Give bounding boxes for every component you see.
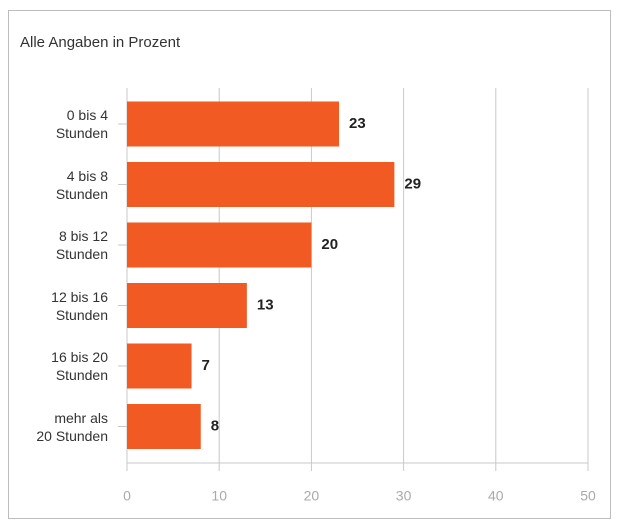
y-tick-label: 16 bis 20 Stunden (51, 349, 108, 383)
y-tick-label: 12 bis 16 Stunden (51, 288, 108, 323)
value-label: 20 (321, 236, 338, 253)
bar (127, 283, 247, 328)
x-tick-label: 10 (211, 488, 227, 504)
bar (127, 343, 192, 389)
value-label: 13 (257, 296, 274, 313)
frame (8, 10, 611, 519)
x-tick-label: 30 (396, 488, 412, 504)
value-label: 7 (202, 357, 210, 374)
value-label: 29 (404, 175, 421, 192)
value-label: 8 (211, 417, 219, 434)
y-tick-label: 4 bis 8 Stunden (55, 167, 108, 202)
value-label: 23 (349, 115, 366, 132)
bar (127, 101, 340, 147)
x-tick-label: 0 (123, 488, 131, 504)
y-tick-label: mehr als 20 Stunden (36, 409, 108, 444)
y-tick-label: 0 bis 4 Stunden (55, 107, 108, 141)
x-tick-label: 50 (580, 488, 596, 504)
y-tick-label: 8 bis 12 Stunden (55, 228, 108, 262)
bar (127, 162, 395, 207)
x-tick-label: 40 (488, 488, 504, 504)
chart-title: Alle Angaben in Prozent (20, 34, 181, 51)
bar (127, 222, 312, 268)
x-tick-label: 20 (304, 488, 320, 504)
bar (127, 404, 201, 449)
